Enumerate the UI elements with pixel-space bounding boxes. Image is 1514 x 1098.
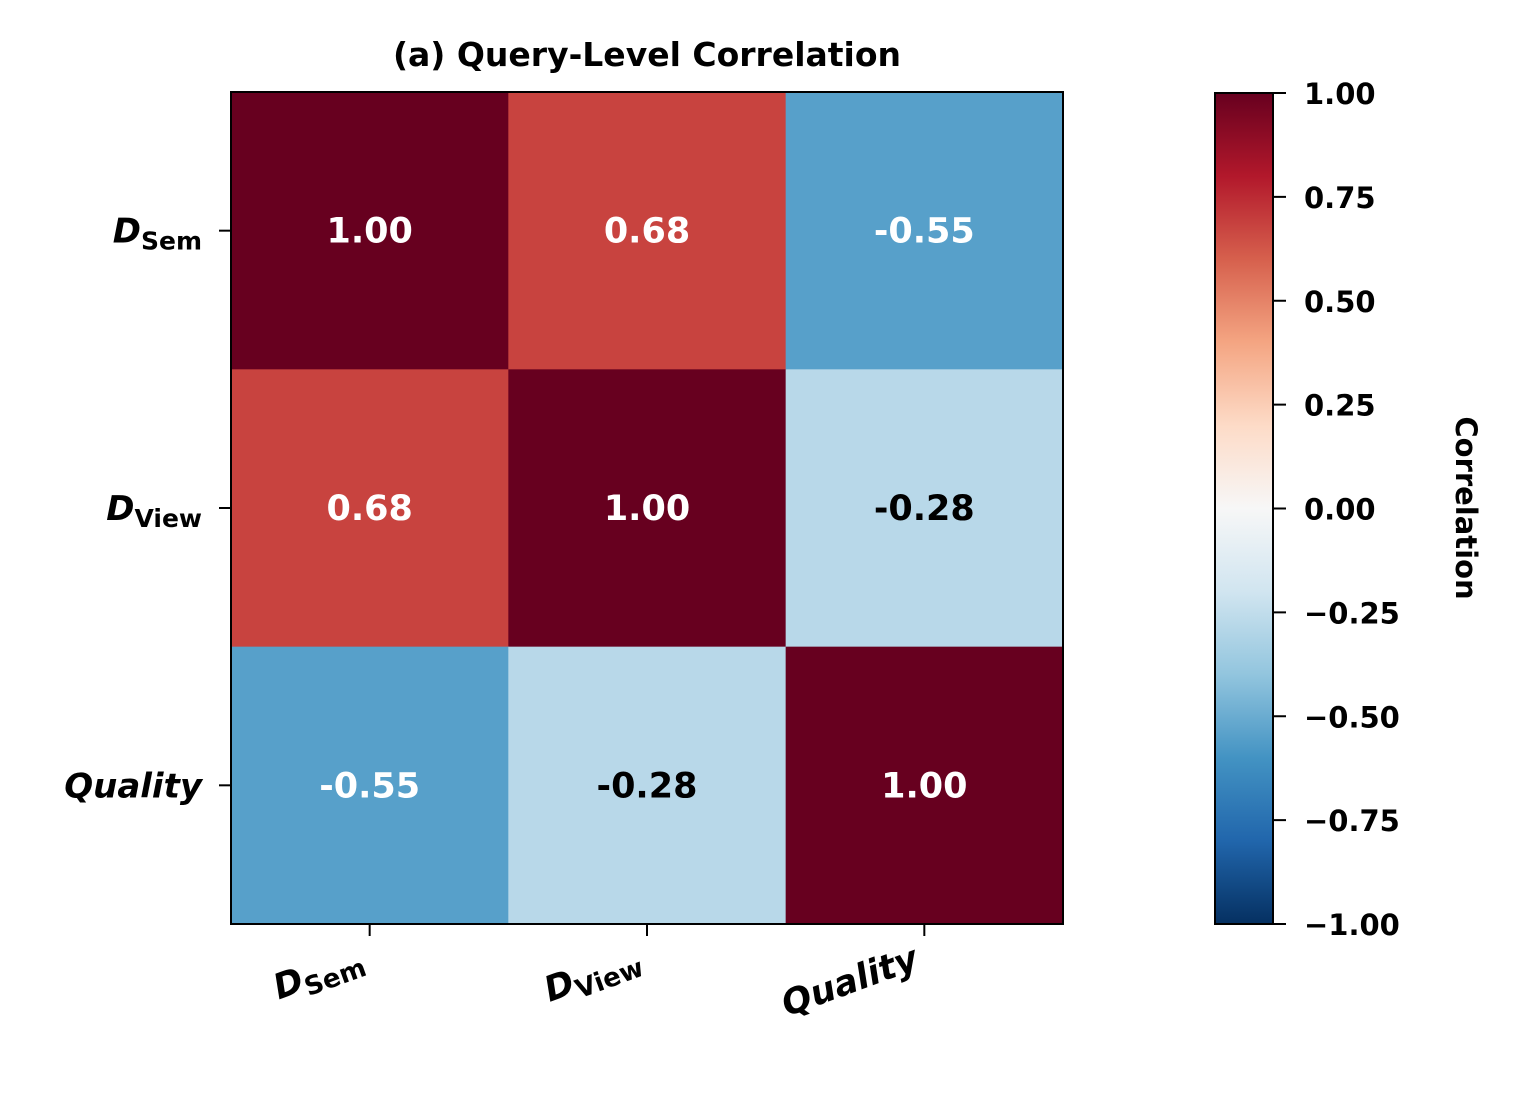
heatmap-cell (785, 646, 1064, 925)
heatmap-value-label: 0.68 (326, 489, 412, 529)
y-tick-label: DSem (113, 212, 202, 256)
x-tick-label: Quality (776, 938, 925, 1025)
x-axis: DSem DView Quality (268, 924, 925, 1025)
heatmap-value-label: 1.00 (326, 212, 412, 252)
heatmap-cell (508, 646, 787, 925)
heatmap-cell (231, 646, 509, 925)
heatmap-cell (231, 369, 509, 648)
colorbar-tick-label: 0.50 (1304, 285, 1376, 319)
heatmap-value-label: -0.28 (874, 489, 975, 529)
colorbar: 1.00 0.75 0.50 0.25 0.00 −0.25 −0.50 −0.75 −1.00… (1214, 77, 1483, 942)
colorbar-tick-label: 1.00 (1304, 77, 1376, 111)
heatmap-value-label: 1.00 (881, 766, 967, 806)
colorbar-tick-label: 0.25 (1304, 389, 1376, 423)
heatmap-cell (508, 369, 787, 648)
heatmap-cell (785, 369, 1064, 648)
heatmap-value-labels: 1.00 0.68 -0.55 0.68 1.00 -0.28 -0.55 -0.28 1.00 (319, 212, 975, 807)
colorbar-tick-label: 0.00 (1304, 493, 1376, 527)
y-axis: DSem DView Quality (64, 212, 231, 806)
heatmap-cell (231, 92, 509, 370)
colorbar-tick-label: −0.25 (1304, 596, 1400, 630)
heatmap-value-label: -0.55 (319, 766, 420, 806)
chart-title: (a) Query-Level Correlation (393, 35, 901, 74)
y-tick-label: Quality (64, 766, 204, 806)
colorbar-gradient (1215, 93, 1273, 924)
x-tick-label: DSem (268, 939, 370, 1013)
heatmap-value-label: 0.68 (604, 212, 690, 252)
colorbar-tick-label: −0.50 (1304, 700, 1400, 734)
heatmap-value-label: 1.00 (604, 489, 690, 529)
heatmap-cell (508, 92, 787, 370)
heatmap-value-label: -0.55 (874, 212, 975, 252)
heatmap-cells (231, 92, 1064, 925)
colorbar-ticks: 1.00 0.75 0.50 0.25 0.00 −0.25 −0.50 −0.75 −1.00 (1273, 77, 1400, 942)
heatmap-cell (785, 92, 1064, 370)
colorbar-tick-label: 0.75 (1304, 181, 1376, 215)
y-tick-label: DView (106, 489, 202, 533)
colorbar-tick-label: −1.00 (1304, 908, 1400, 942)
colorbar-label: Correlation (1449, 416, 1483, 599)
colorbar-tick-label: −0.75 (1304, 804, 1400, 838)
x-tick-label: DView (539, 939, 648, 1015)
heatmap-value-label: -0.28 (597, 766, 698, 806)
